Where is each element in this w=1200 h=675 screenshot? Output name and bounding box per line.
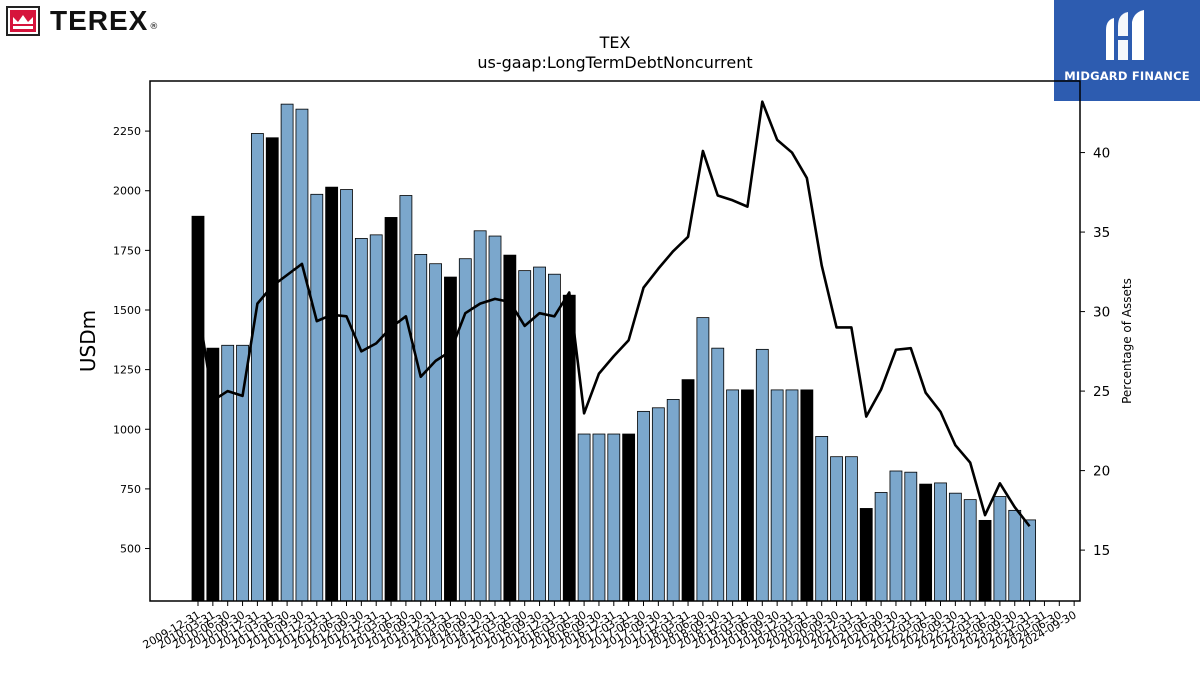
bar (978, 519, 992, 602)
midgard-finance-badge: MIDGARD FINANCE (1054, 0, 1200, 101)
y2-tick-label: 15 (1093, 543, 1110, 559)
bar (562, 294, 576, 602)
terex-logo-text: TEREX (50, 5, 149, 36)
terex-logo-mark (6, 6, 40, 36)
bar (770, 389, 784, 602)
bar (325, 186, 339, 602)
y-axis-left: 500 750 1000 1250 1500 1750 2000 2250 (113, 125, 150, 556)
bar (696, 317, 710, 602)
y-tick-label: 1750 (113, 244, 141, 257)
bar (340, 189, 353, 602)
bar (414, 254, 428, 602)
bar (889, 470, 903, 602)
bar (637, 410, 650, 602)
bar (236, 344, 249, 602)
bar (369, 234, 383, 602)
bar-series (191, 103, 1036, 602)
y2-tick-label: 40 (1093, 146, 1110, 162)
y2-tick-label: 35 (1093, 225, 1110, 241)
bar (948, 492, 962, 602)
chart-title: TEX (599, 33, 631, 52)
bar (354, 238, 368, 602)
plot-frame (149, 80, 1081, 602)
bar (651, 407, 665, 602)
bar (622, 433, 636, 602)
crown-icon (10, 10, 36, 32)
bar (280, 103, 294, 602)
bar (993, 496, 1007, 602)
y-tick-label: 2000 (113, 185, 141, 198)
bar (548, 273, 561, 602)
bar (310, 193, 324, 602)
bar (785, 389, 799, 602)
bar (726, 389, 739, 602)
bar (384, 217, 398, 602)
bar (845, 456, 858, 602)
bar (1008, 509, 1022, 602)
y2-axis-label: Percentage of Assets (1120, 278, 1134, 404)
badge-text: MIDGARD FINANCE (1064, 69, 1190, 83)
bar (295, 108, 309, 602)
y-tick-label: 2250 (113, 125, 141, 138)
bar (934, 482, 947, 602)
bar (473, 230, 487, 602)
y-tick-label: 500 (120, 543, 141, 556)
y-tick-label: 750 (120, 483, 141, 496)
bar (221, 344, 235, 602)
bar (1023, 519, 1036, 602)
bar (250, 133, 264, 602)
bar (681, 379, 695, 602)
bar (488, 235, 502, 602)
bar (741, 389, 754, 602)
y-tick-label: 1000 (113, 423, 141, 436)
bar (666, 399, 680, 602)
bar (874, 492, 888, 602)
bar (191, 215, 205, 602)
bar (919, 483, 933, 602)
bar (444, 276, 457, 602)
y-axis-label: USDm (76, 310, 100, 372)
percentage-line (196, 100, 1031, 528)
bar (577, 433, 591, 602)
bar (592, 433, 606, 602)
line-series (196, 100, 1031, 528)
y-axis-right: 15 20 25 30 35 40 (1080, 146, 1110, 559)
registered-mark: ® (149, 22, 159, 32)
midgard-monogram-icon (1106, 10, 1144, 60)
bar (607, 433, 621, 602)
bar (800, 389, 814, 602)
bar (399, 195, 413, 602)
y2-tick-label: 20 (1093, 464, 1110, 480)
bar (429, 263, 443, 602)
x-axis: 2009-12-312010-03-312010-06-302010-09-30… (141, 601, 1079, 652)
bar (711, 347, 725, 602)
y-tick-label: 1500 (113, 304, 141, 317)
bar (830, 456, 843, 602)
bar (206, 347, 220, 602)
chart-subtitle: us-gaap:LongTermDebtNoncurrent (477, 53, 752, 72)
bar (963, 499, 977, 602)
bar (755, 348, 769, 602)
y2-tick-label: 30 (1093, 305, 1110, 321)
y-tick-label: 1250 (113, 364, 141, 377)
bar (265, 137, 279, 602)
y2-tick-label: 25 (1093, 384, 1110, 400)
bar (815, 436, 829, 602)
bar (904, 471, 918, 602)
bar (859, 508, 873, 602)
terex-logo: TEREX ® (6, 4, 158, 38)
